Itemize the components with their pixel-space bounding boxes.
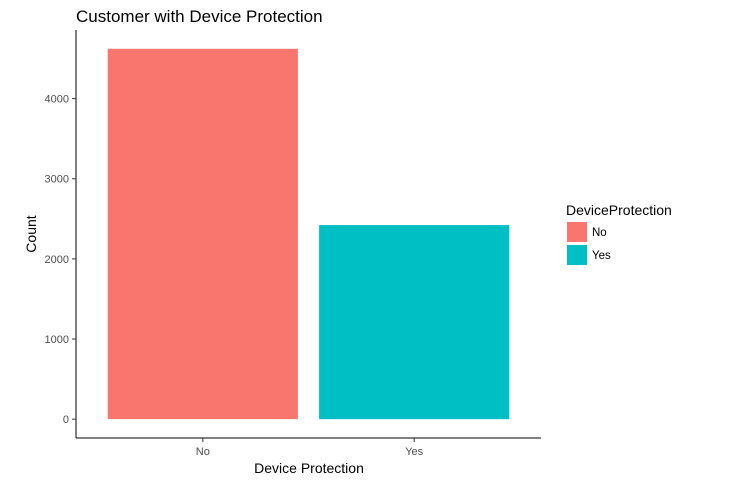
x-tick-label: No [196, 446, 210, 458]
legend-label-no: No [592, 227, 607, 239]
y-tick-label: 4000 [45, 94, 69, 106]
legend: DeviceProtection No Yes [566, 202, 672, 265]
y-tick-label: 0 [63, 414, 69, 426]
bar-no [107, 48, 298, 420]
bars-layer [107, 48, 510, 420]
y-tick-label: 2000 [45, 254, 69, 266]
bar-yes [319, 225, 510, 420]
plot-area: 0 1000 2000 3000 4000 No Yes [45, 30, 541, 458]
y-axis-title: Count [23, 215, 39, 252]
x-axis-ticks: No Yes [196, 438, 424, 458]
y-tick-label: 3000 [45, 174, 69, 186]
chart-title: Customer with Device Protection [76, 7, 323, 26]
x-axis-title: Device Protection [254, 460, 364, 476]
legend-swatch-no [567, 222, 587, 242]
legend-title: DeviceProtection [566, 202, 672, 218]
legend-label-yes: Yes [592, 250, 611, 262]
y-axis-ticks: 0 1000 2000 3000 4000 [45, 94, 76, 426]
legend-items: No Yes [567, 222, 611, 265]
y-tick-label: 1000 [45, 334, 69, 346]
x-tick-label: Yes [405, 446, 423, 458]
legend-swatch-yes [567, 245, 587, 265]
